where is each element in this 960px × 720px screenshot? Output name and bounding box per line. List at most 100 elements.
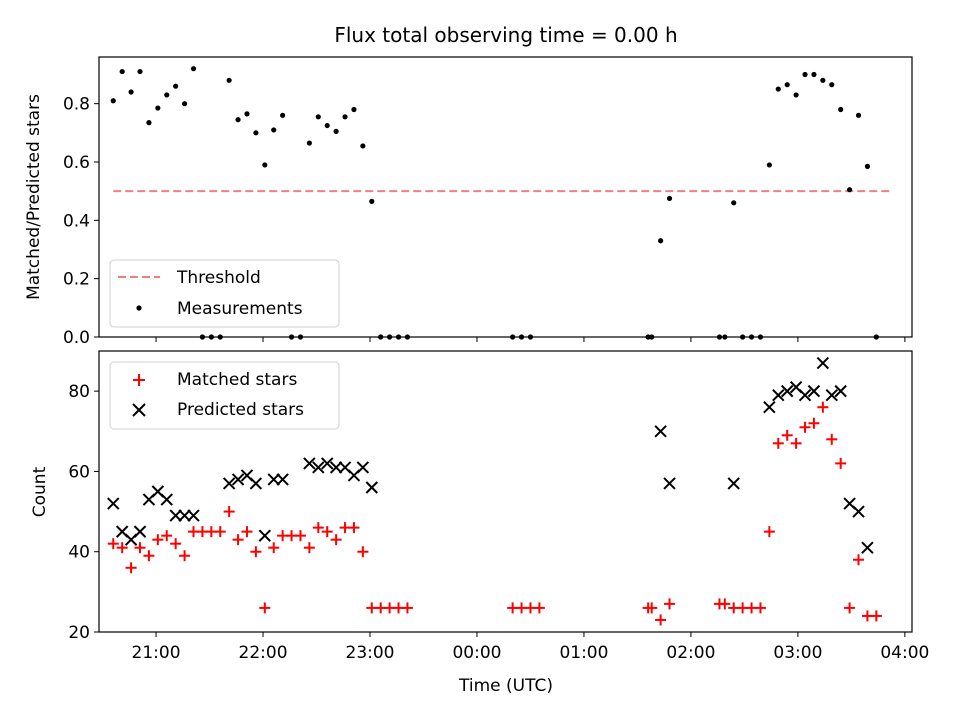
matched-stars-point — [357, 546, 369, 558]
measurement-point — [846, 187, 853, 193]
matched-stars-point — [754, 602, 766, 614]
measurement-point — [784, 82, 790, 88]
measurement-point — [226, 77, 232, 83]
measurement-point — [855, 112, 862, 118]
predicted-stars-point — [187, 509, 200, 522]
measurement-point — [820, 77, 826, 83]
predicted-stars-point — [312, 461, 325, 474]
predicted-stars-point — [249, 477, 263, 490]
measurement-point — [666, 195, 673, 202]
top-y-axis-label: Matched/Predicted stars — [24, 94, 44, 300]
predicted-stars-point — [816, 356, 830, 370]
measurement-point — [146, 120, 152, 126]
matched-stars-point — [763, 526, 775, 538]
predicted-stars-point — [727, 477, 740, 490]
measurement-point — [369, 198, 375, 204]
matched-stars-point — [268, 542, 280, 554]
bottom-y-tick-label: 20 — [68, 623, 90, 643]
predicted-stars-point — [852, 505, 865, 518]
matched-stars-point — [401, 602, 413, 614]
matched-stars-point — [817, 401, 829, 413]
predicted-stars-point — [834, 384, 847, 398]
measurement-point — [253, 130, 259, 136]
measurement-point — [315, 114, 321, 120]
predicted-stars-point — [231, 473, 245, 486]
matched-stars-point — [655, 614, 667, 626]
matched-stars-point — [214, 526, 226, 538]
matched-stars-point — [107, 538, 119, 550]
predicted-stars-point — [329, 461, 343, 474]
measurement-point — [351, 106, 357, 113]
matched-stars-point — [294, 530, 306, 542]
predicted-stars-point — [169, 509, 182, 522]
predicted-legend-swatch — [132, 403, 146, 417]
predicted-stars-point — [798, 388, 812, 402]
measurement-point — [324, 122, 330, 129]
predicted-stars-point — [807, 384, 821, 398]
measurement-point — [271, 127, 277, 133]
top-plot-frame — [98, 56, 913, 338]
matched-stars-point — [646, 602, 658, 614]
x-tick-label: 23:00 — [346, 643, 395, 663]
measurement-point — [342, 114, 348, 120]
measurement-point — [262, 162, 268, 168]
measurements-legend-label: Measurements — [177, 299, 303, 319]
top-y-tick-label: 0.6 — [63, 153, 90, 173]
matched-stars-point — [161, 530, 173, 542]
x-axis-label: Time (UTC) — [458, 676, 553, 696]
matched-stars-point — [152, 534, 164, 546]
predicted-stars-point — [654, 425, 667, 438]
measurement-point — [244, 111, 250, 117]
bottom-y-axis-label: Count — [30, 466, 50, 517]
predicted-stars-point — [356, 461, 370, 474]
predicted-stars-point — [303, 457, 316, 470]
measurement-point — [829, 82, 835, 88]
measurement-point — [811, 71, 817, 78]
measurement-point — [766, 162, 772, 168]
bottom-y-tick-label: 40 — [68, 543, 90, 563]
measurement-point — [155, 105, 161, 111]
matched-stars-point — [321, 526, 333, 538]
top-y-tick-label: 0.4 — [63, 211, 90, 231]
matched-stars-point — [826, 433, 838, 445]
matched-stars-point — [303, 542, 315, 554]
matched-stars-point — [835, 457, 847, 469]
matched-stars-point — [134, 542, 146, 554]
matched-legend-label: Matched stars — [177, 370, 297, 390]
matched-stars-point — [179, 550, 191, 562]
matched-stars-point — [799, 421, 811, 433]
matched-legend-swatch — [133, 374, 145, 386]
measurement-point — [128, 89, 134, 95]
top-y-tick-label: 0.8 — [63, 95, 90, 115]
matched-stars-point — [870, 610, 882, 622]
matched-stars-point — [250, 546, 262, 558]
predicted-stars-point — [160, 493, 173, 506]
count-panel: Count 20 40 60 80 21:00 22:00 23:00 00:00 01:00 0… — [30, 350, 929, 696]
matched-stars-point — [664, 598, 676, 610]
matched-stars-point — [808, 417, 820, 429]
measurement-point — [173, 83, 179, 89]
predicted-stars-point — [107, 497, 120, 510]
predicted-legend-label: Predicted stars — [177, 400, 304, 420]
measurement-point — [119, 68, 125, 75]
predicted-stars-point — [663, 477, 676, 490]
measurement-point — [864, 163, 871, 169]
matched-stars-point — [143, 550, 155, 562]
ratio-panel: Flux total observing time = 0.00 h Match… — [24, 23, 913, 348]
bottom-y-tick-label: 60 — [68, 462, 90, 482]
predicted-stars-point — [861, 541, 874, 554]
matched-stars-point — [790, 437, 802, 449]
matched-stars-point — [781, 429, 793, 441]
matched-stars-point — [330, 534, 342, 546]
x-tick-label: 02:00 — [666, 643, 715, 663]
matched-stars-point — [125, 562, 137, 574]
predicted-stars-point — [133, 525, 147, 538]
top-y-tick-label: 0.0 — [63, 328, 90, 348]
measurement-point — [306, 140, 312, 146]
predicted-stars-point — [267, 473, 280, 486]
matched-stars-point — [232, 534, 244, 546]
matched-stars-point — [348, 522, 360, 534]
matched-stars-point — [170, 538, 182, 550]
measurement-point — [137, 68, 143, 75]
x-tick-label: 01:00 — [559, 643, 608, 663]
